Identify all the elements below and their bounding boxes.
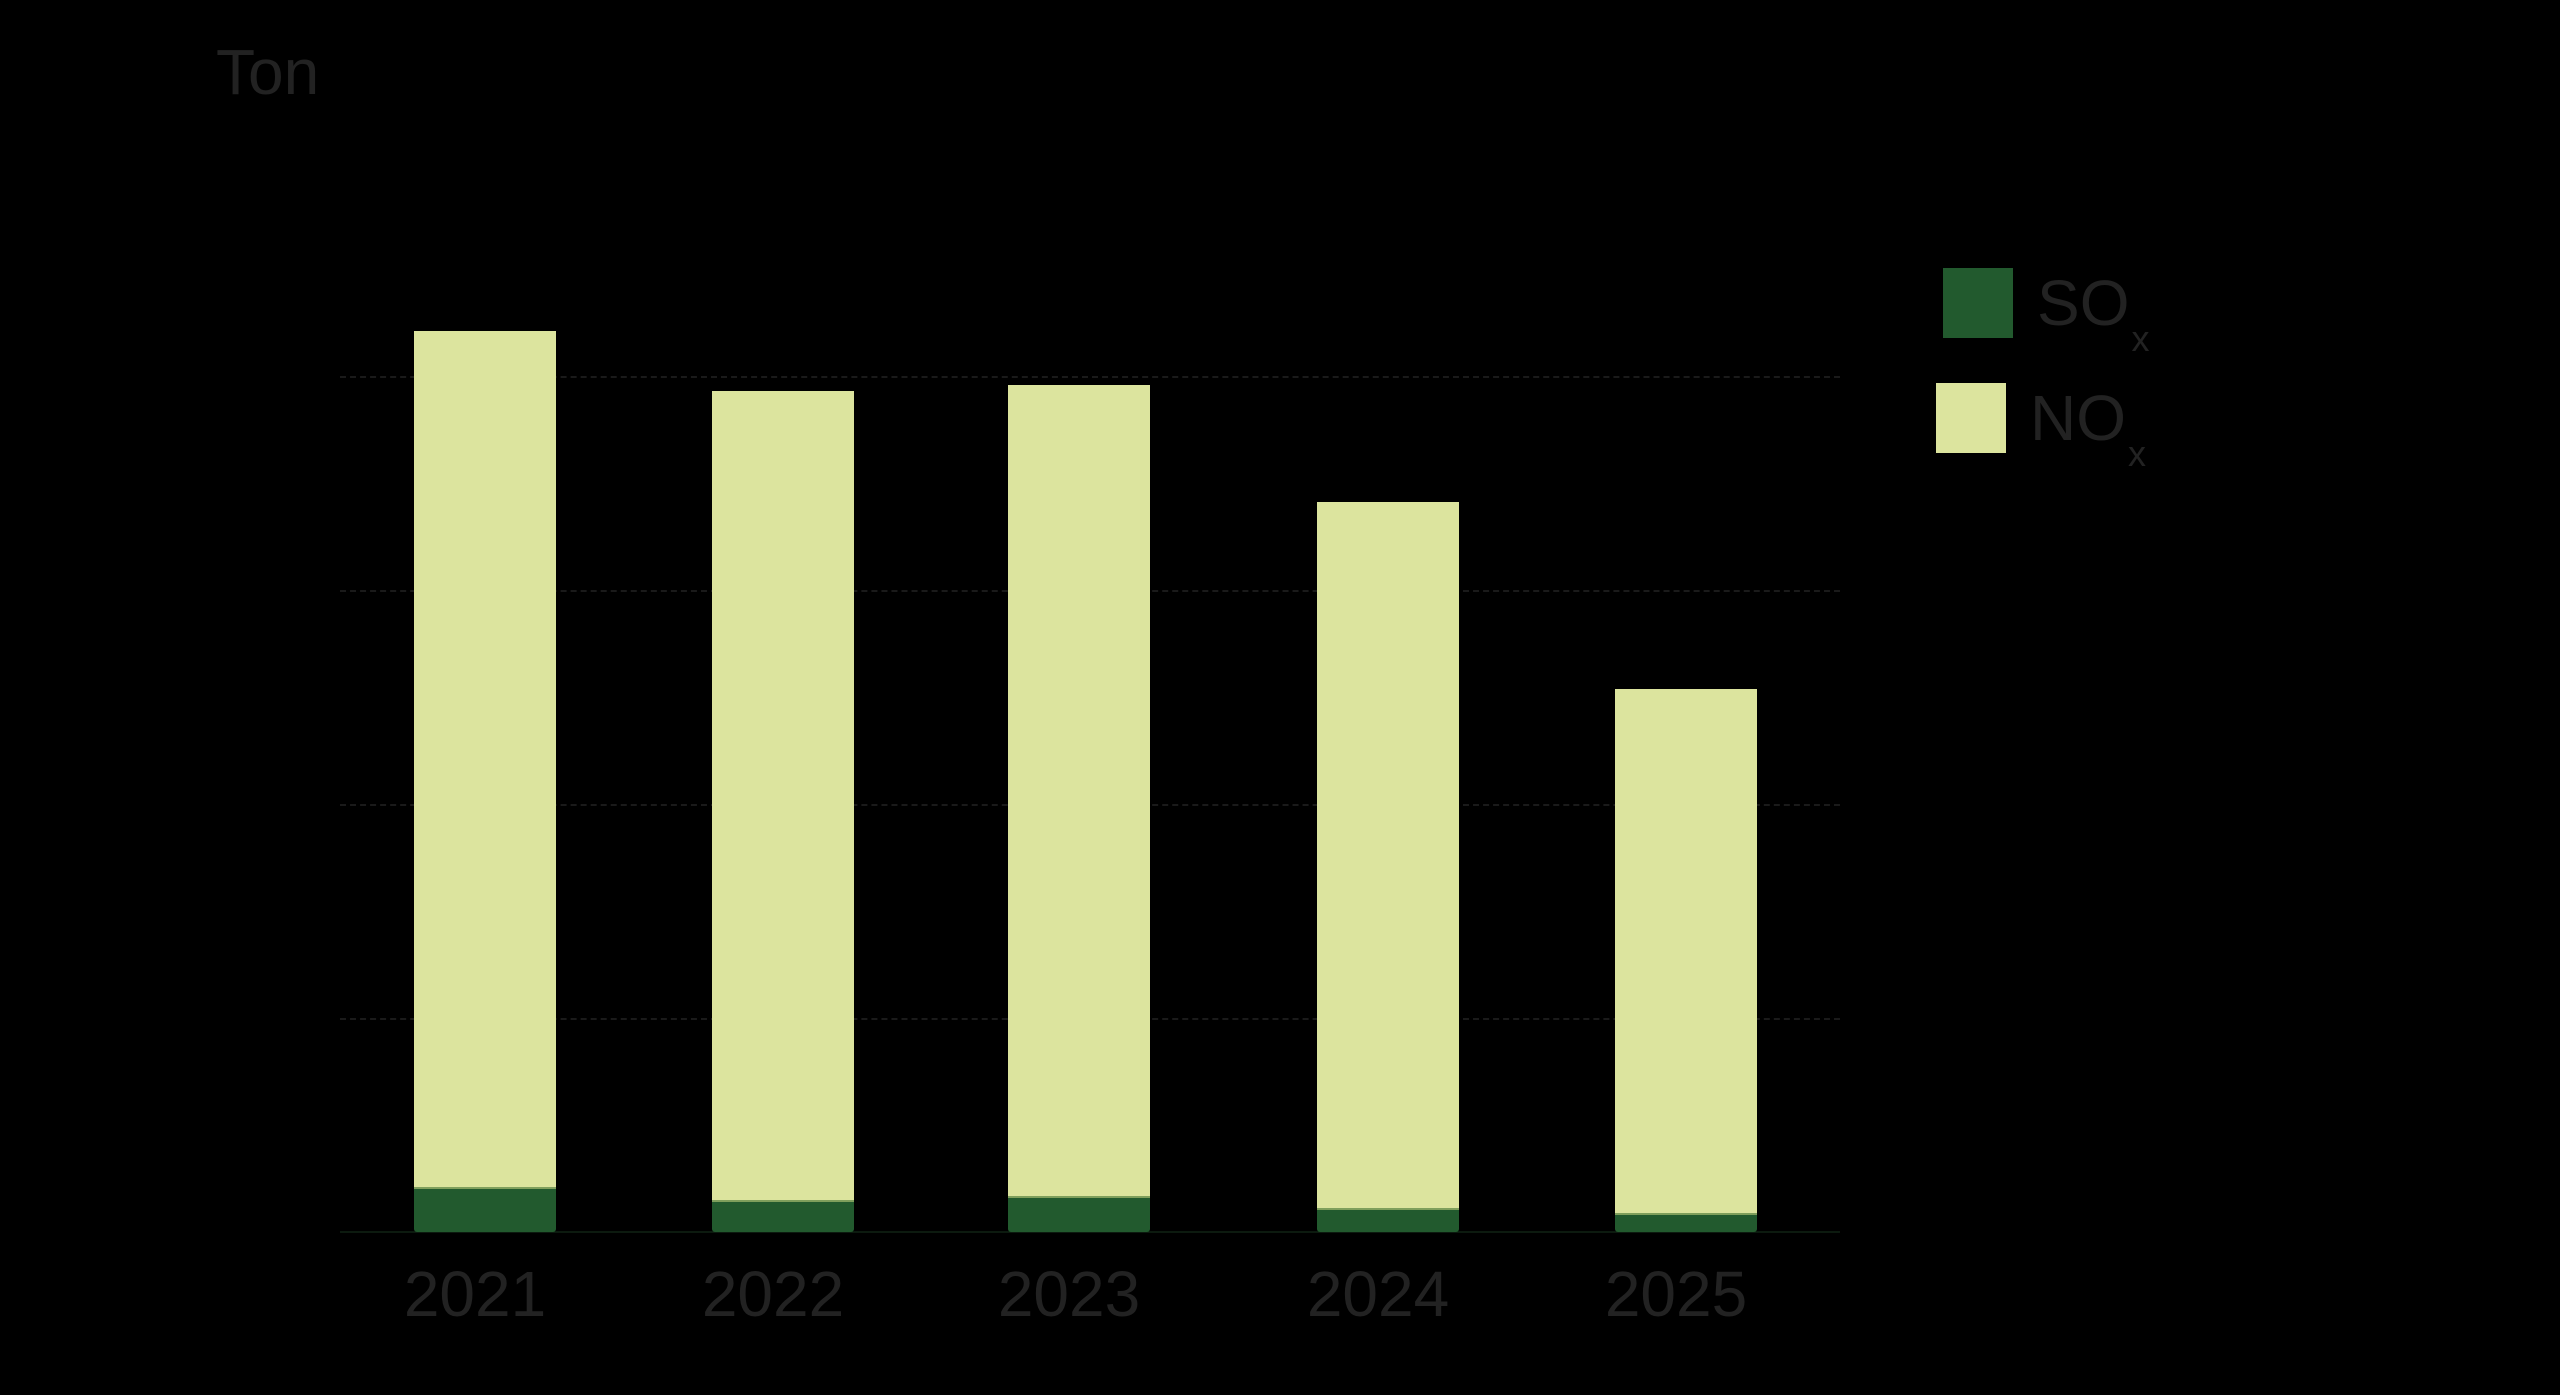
legend-item-sox: SOx: [1943, 268, 2149, 357]
legend-label-nox-subscript: x: [2128, 433, 2146, 474]
legend-label-sox-subscript: x: [2131, 318, 2150, 359]
x-axis-line: [340, 1231, 1840, 1233]
bar-segment-sox: [1317, 1208, 1459, 1232]
legend-label-sox-base: SO: [2037, 267, 2130, 339]
bar-2021: [414, 331, 556, 1232]
bar-2024: [1317, 502, 1459, 1232]
bar-segment-sox: [1615, 1213, 1757, 1232]
bar-segment-sox: [712, 1200, 854, 1232]
plot-area: [340, 0, 1840, 1233]
bar-2022: [712, 391, 854, 1232]
bar-segment-nox: [414, 331, 556, 1187]
y-axis-unit-label: Ton: [216, 36, 320, 108]
bar-segment-nox: [1008, 385, 1150, 1196]
bar-segment-nox: [1317, 502, 1459, 1208]
legend-item-nox: NOx: [1936, 383, 2146, 472]
bar-segment-nox: [712, 391, 854, 1200]
legend-label-sox: SOx: [2037, 271, 2149, 357]
bar-segment-nox: [1615, 689, 1757, 1213]
bar-2023: [1008, 385, 1150, 1232]
bar-2025: [1615, 689, 1757, 1232]
bar-segment-sox: [1008, 1196, 1150, 1232]
x-axis-label-2024: 2024: [1306, 1258, 1450, 1330]
legend-swatch-nox: [1936, 383, 2006, 453]
x-axis-label-2022: 2022: [701, 1258, 845, 1330]
bar-segment-sox: [414, 1187, 556, 1232]
x-axis-label-2025: 2025: [1604, 1258, 1748, 1330]
legend-label-nox-base: NO: [2030, 382, 2126, 454]
legend-label-nox: NOx: [2030, 386, 2146, 472]
gridline: [340, 376, 1840, 378]
legend-swatch-sox: [1943, 268, 2013, 338]
x-axis-label-2023: 2023: [997, 1258, 1141, 1330]
x-axis-label-2021: 2021: [403, 1258, 547, 1330]
